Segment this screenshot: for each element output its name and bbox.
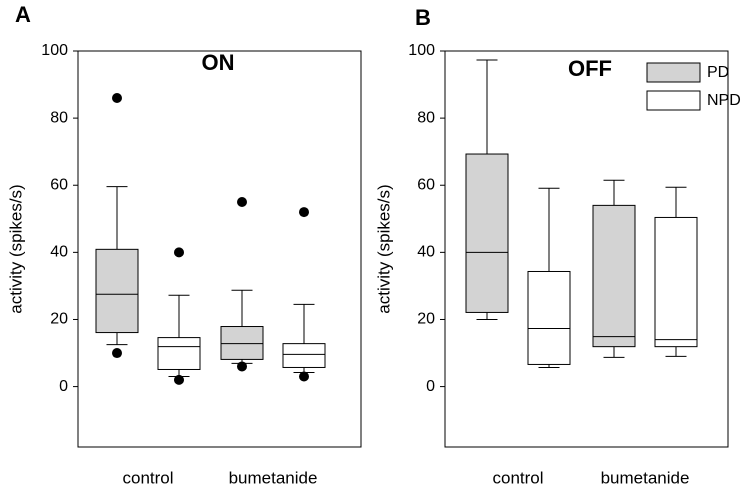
x-tick-label: control — [122, 468, 173, 487]
box — [654, 216, 698, 348]
outlier — [237, 197, 247, 208]
outlier — [112, 348, 122, 359]
box — [157, 337, 201, 370]
legend-label: NPD — [707, 92, 741, 109]
outlier — [237, 361, 247, 372]
chart-title: ON — [202, 50, 235, 75]
y-tick-label: 0 — [426, 378, 435, 395]
outlier — [299, 371, 309, 382]
box — [95, 248, 139, 334]
outlier — [174, 374, 184, 385]
panel-letter: B — [415, 5, 431, 30]
y-tick-label: 80 — [50, 109, 68, 126]
y-axis-label: activity (spikes/s) — [374, 184, 393, 313]
plot-frame — [444, 50, 729, 448]
x-tick-label: bumetanide — [601, 468, 690, 487]
panel-letter: A — [15, 2, 31, 27]
plot-frame — [77, 50, 362, 448]
outlier — [299, 207, 309, 218]
y-tick-label: 20 — [417, 311, 435, 328]
y-tick-label: 60 — [417, 176, 435, 193]
box — [592, 204, 636, 348]
legend-swatch — [646, 62, 701, 83]
y-tick-label: 20 — [50, 311, 68, 328]
y-tick-label: 60 — [50, 176, 68, 193]
box — [527, 270, 571, 365]
box — [465, 153, 509, 313]
outlier — [174, 247, 184, 258]
chart-title: OFF — [568, 56, 612, 81]
y-tick-label: 80 — [417, 109, 435, 126]
x-tick-label: control — [492, 468, 543, 487]
box — [282, 343, 326, 368]
legend-swatch — [646, 90, 701, 111]
box — [220, 326, 264, 360]
x-tick-label: bumetanide — [229, 468, 318, 487]
outlier — [112, 92, 122, 103]
y-tick-label: 100 — [41, 42, 68, 59]
y-tick-label: 40 — [50, 244, 68, 261]
y-tick-label: 100 — [408, 42, 435, 59]
legend-label: PD — [707, 64, 729, 81]
y-axis-label: activity (spikes/s) — [6, 184, 25, 313]
y-tick-label: 0 — [59, 378, 68, 395]
y-tick-label: 40 — [417, 244, 435, 261]
